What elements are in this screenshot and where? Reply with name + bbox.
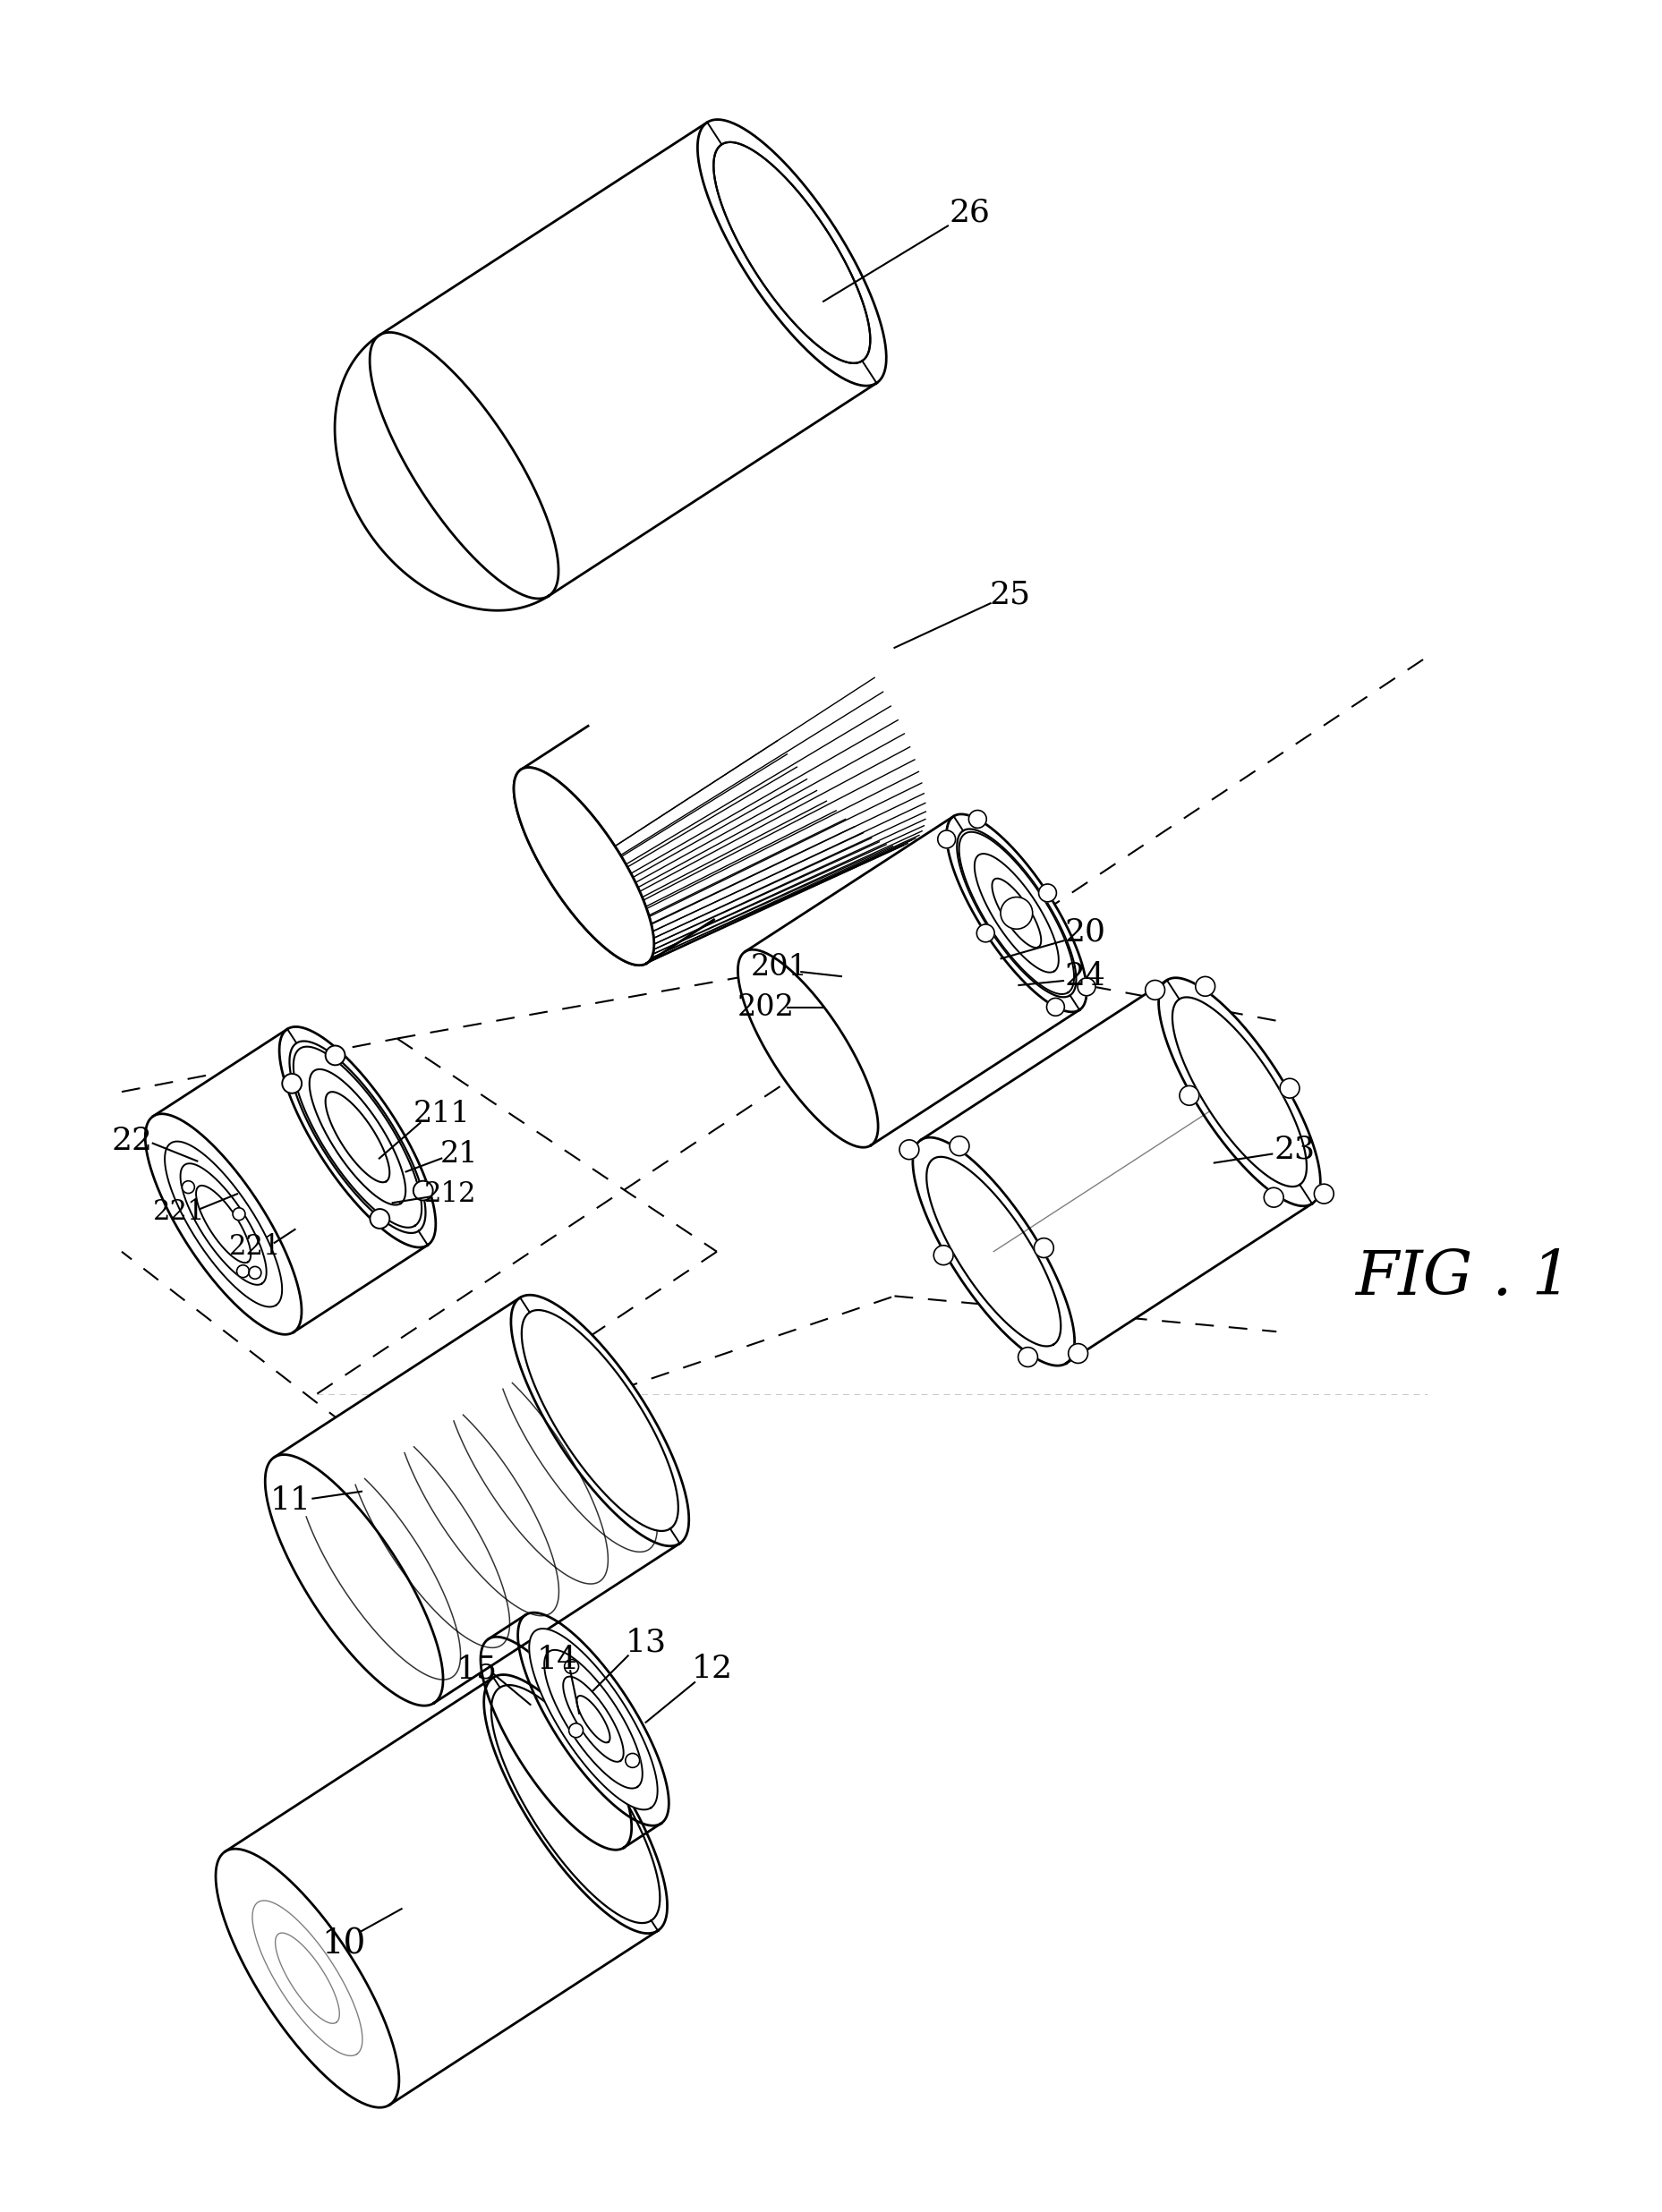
Circle shape (625, 1754, 640, 1767)
Circle shape (283, 1073, 302, 1093)
Circle shape (233, 1208, 246, 1221)
Polygon shape (543, 1650, 643, 1787)
Text: 26: 26 (949, 197, 991, 228)
Circle shape (1315, 1183, 1333, 1203)
Circle shape (1047, 998, 1064, 1015)
Polygon shape (738, 949, 878, 1148)
Polygon shape (289, 1042, 425, 1232)
Polygon shape (145, 1115, 301, 1334)
Polygon shape (153, 1029, 427, 1332)
Circle shape (977, 925, 994, 942)
Text: 20: 20 (1065, 916, 1107, 947)
Polygon shape (334, 336, 548, 611)
Circle shape (326, 1046, 346, 1066)
Text: 14: 14 (537, 1646, 577, 1674)
Circle shape (1195, 978, 1215, 995)
Circle shape (1265, 1188, 1283, 1208)
Polygon shape (529, 1628, 658, 1809)
Polygon shape (713, 142, 871, 363)
Circle shape (937, 830, 956, 847)
Circle shape (183, 1181, 194, 1192)
Text: 24: 24 (1065, 962, 1107, 991)
Circle shape (1069, 1343, 1089, 1363)
Circle shape (568, 1723, 583, 1736)
Polygon shape (274, 1298, 680, 1703)
Circle shape (949, 1137, 969, 1155)
Polygon shape (577, 1697, 610, 1743)
Polygon shape (520, 595, 901, 962)
Text: 12: 12 (691, 1655, 733, 1683)
Polygon shape (480, 1637, 632, 1849)
Polygon shape (196, 1186, 251, 1263)
Polygon shape (926, 1157, 1060, 1347)
Polygon shape (514, 768, 655, 964)
Polygon shape (294, 1046, 422, 1228)
Polygon shape (1172, 998, 1306, 1186)
Polygon shape (514, 768, 655, 964)
Polygon shape (379, 122, 876, 595)
Polygon shape (224, 1677, 658, 2106)
Text: 211: 211 (412, 1099, 470, 1128)
Circle shape (1280, 1079, 1300, 1097)
Polygon shape (698, 119, 886, 385)
Text: 13: 13 (625, 1628, 666, 1657)
Text: 10: 10 (322, 1929, 366, 1962)
Polygon shape (974, 854, 1059, 973)
Polygon shape (279, 1026, 435, 1248)
Polygon shape (1158, 978, 1320, 1206)
Polygon shape (266, 1455, 444, 1705)
Polygon shape (912, 1137, 1075, 1365)
Text: 221: 221 (153, 1199, 206, 1225)
Polygon shape (181, 1164, 266, 1285)
Circle shape (1039, 885, 1057, 902)
Circle shape (236, 1265, 249, 1279)
Circle shape (1019, 1347, 1037, 1367)
Polygon shape (309, 1068, 406, 1206)
Polygon shape (510, 1294, 690, 1546)
Text: 202: 202 (738, 993, 794, 1022)
Polygon shape (489, 1615, 661, 1847)
Polygon shape (745, 816, 1080, 1146)
Circle shape (249, 1267, 261, 1279)
Polygon shape (165, 1141, 283, 1307)
Polygon shape (563, 1677, 623, 1761)
Text: FIG . 1: FIG . 1 (1355, 1248, 1571, 1307)
Text: 212: 212 (424, 1179, 477, 1208)
Polygon shape (326, 1093, 389, 1181)
Text: 221: 221 (229, 1234, 281, 1261)
Polygon shape (492, 1686, 660, 1922)
Circle shape (899, 1139, 919, 1159)
Polygon shape (946, 814, 1087, 1011)
Text: 15: 15 (457, 1655, 497, 1683)
Polygon shape (484, 1674, 666, 1933)
Text: 11: 11 (269, 1484, 311, 1515)
Text: 201: 201 (751, 953, 808, 982)
Polygon shape (369, 332, 558, 599)
Polygon shape (957, 830, 1077, 998)
Polygon shape (522, 1310, 678, 1531)
Text: 23: 23 (1273, 1135, 1315, 1166)
Circle shape (414, 1181, 432, 1201)
Circle shape (371, 1210, 389, 1228)
Polygon shape (519, 1613, 668, 1825)
Circle shape (1077, 978, 1095, 995)
Text: 21: 21 (440, 1139, 479, 1168)
Polygon shape (216, 1849, 399, 2108)
Polygon shape (992, 878, 1040, 947)
Circle shape (969, 810, 987, 827)
Circle shape (1145, 980, 1165, 1000)
Circle shape (1034, 1239, 1054, 1259)
Circle shape (565, 1659, 578, 1674)
Circle shape (934, 1245, 954, 1265)
Polygon shape (713, 142, 871, 363)
Text: 25: 25 (989, 580, 1030, 611)
Polygon shape (520, 726, 715, 962)
Circle shape (1001, 898, 1032, 929)
Polygon shape (959, 832, 1074, 993)
Circle shape (1180, 1086, 1198, 1106)
Polygon shape (921, 980, 1311, 1363)
Text: 22: 22 (111, 1126, 153, 1157)
